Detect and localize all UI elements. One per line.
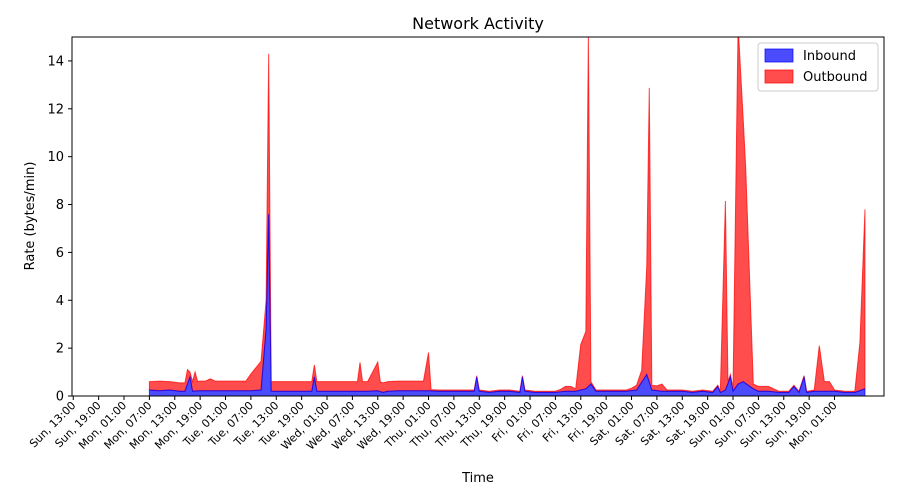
legend-label-inbound: Inbound xyxy=(803,49,856,64)
y-tick-label: 8 xyxy=(56,198,64,213)
y-axis-label: Rate (bytes/min) xyxy=(23,162,38,271)
y-axis: 0 2 4 6 8 10 12 14 xyxy=(47,54,72,405)
y-tick-label: 6 xyxy=(56,246,64,261)
area-inbound xyxy=(148,214,866,396)
y-tick-label: 4 xyxy=(56,294,64,309)
plot-frame xyxy=(71,36,885,397)
chart-title: Network Activity xyxy=(412,14,544,33)
y-tick-label: 2 xyxy=(56,342,64,357)
y-tick-label: 10 xyxy=(47,150,64,165)
y-tick-label: 0 xyxy=(56,390,64,405)
series-areas xyxy=(148,37,866,396)
legend-swatch-inbound xyxy=(764,48,794,63)
legend-swatch-outbound xyxy=(764,69,794,84)
legend-label-outbound: Outbound xyxy=(803,70,868,85)
y-tick-label: 12 xyxy=(47,102,64,117)
x-axis-label: Time xyxy=(461,471,494,486)
y-tick-label: 14 xyxy=(47,54,64,69)
legend: Inbound Outbound xyxy=(757,42,879,92)
